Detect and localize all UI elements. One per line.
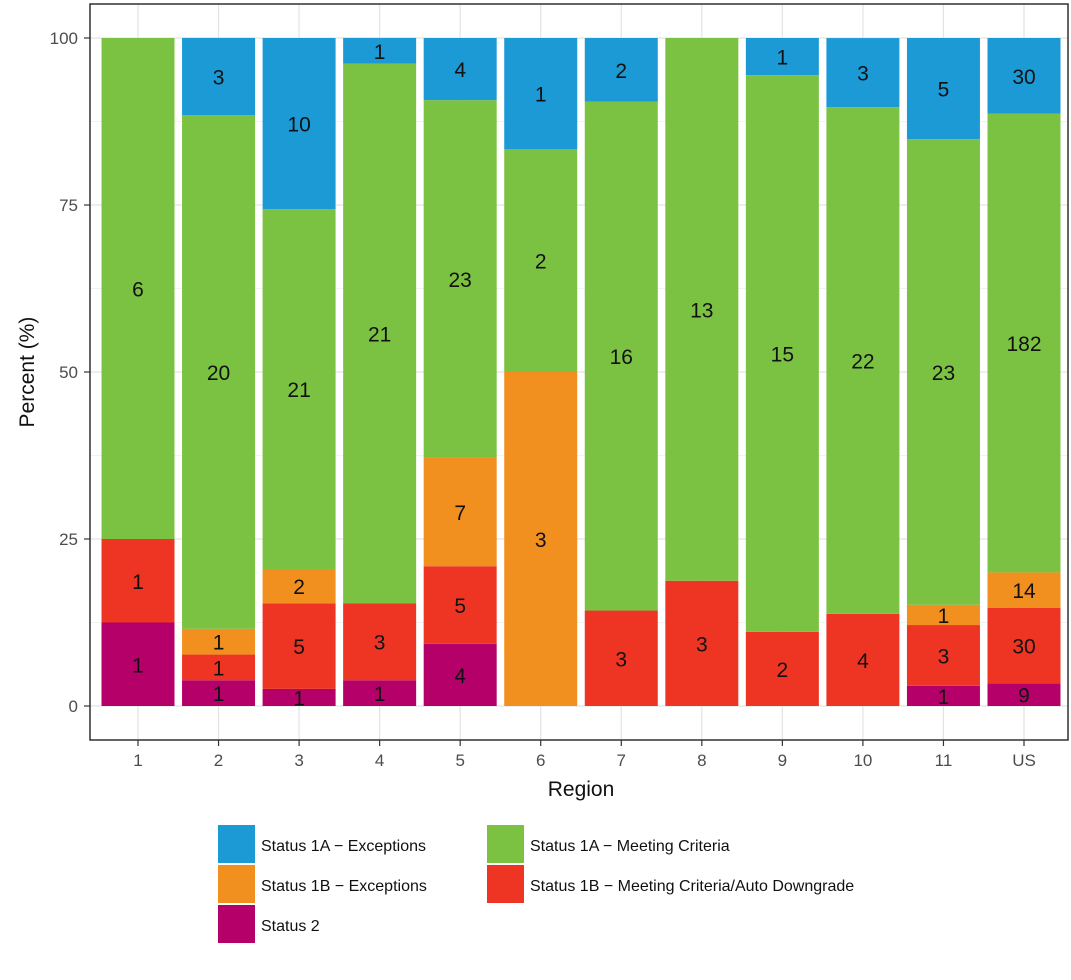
bar-value-label: 1 <box>213 657 225 680</box>
legend-label: Status 2 <box>261 918 320 935</box>
bar-value-label: 1 <box>374 41 386 64</box>
bar-value-label: 20 <box>207 362 230 385</box>
bar-value-label: 3 <box>938 645 950 668</box>
bar-value-label: 1 <box>535 84 547 107</box>
x-axis-title: Region <box>548 778 615 801</box>
bar-value-label: 2 <box>535 251 547 274</box>
bar-value-label: 9 <box>1018 685 1030 708</box>
bar-value-label: 1 <box>132 654 144 677</box>
bar-value-label: 4 <box>857 650 869 673</box>
x-tick-label: 8 <box>697 751 706 770</box>
bar-value-label: 1 <box>213 683 225 706</box>
bar-value-label: 7 <box>454 502 466 525</box>
bar-value-label: 3 <box>696 633 708 656</box>
bar-value-label: 3 <box>615 648 627 671</box>
x-tick-label: 7 <box>617 751 626 770</box>
legend-swatch <box>487 825 524 863</box>
y-tick-label: 25 <box>59 530 78 549</box>
bar-value-label: 16 <box>610 346 633 369</box>
bar-value-label: 1 <box>938 686 950 709</box>
bar-value-label: 3 <box>374 632 386 655</box>
bar-value-label: 4 <box>454 59 466 82</box>
x-tick-label: 4 <box>375 751 384 770</box>
bar-value-label: 5 <box>454 595 466 618</box>
bar-value-label: 22 <box>851 351 874 374</box>
legend-swatch <box>487 865 524 903</box>
x-tick-label: 2 <box>214 751 223 770</box>
legend: Status 1A − Exceptions Status 1A − Meetin… <box>218 825 854 943</box>
bar-value-label: 10 <box>287 114 310 137</box>
legend-item: Status 1A − Meeting Criteria <box>487 825 730 863</box>
x-tick-label: 3 <box>294 751 303 770</box>
bar-value-label: 23 <box>449 269 472 292</box>
bar-value-label: 1 <box>213 632 225 655</box>
legend-swatch <box>218 865 255 903</box>
bar-value-label: 5 <box>938 79 950 102</box>
legend-label: Status 1A − Meeting Criteria <box>530 838 730 855</box>
bar-value-label: 3 <box>213 66 225 89</box>
x-tick-label: 9 <box>778 751 787 770</box>
x-tick-label: 1 <box>133 751 142 770</box>
bar-value-label: 3 <box>535 529 547 552</box>
legend-item: Status 2 <box>218 905 320 943</box>
x-tick-label: 6 <box>536 751 545 770</box>
legend-swatch <box>218 905 255 943</box>
bar-value-label: 1 <box>777 47 789 70</box>
y-tick-label: 50 <box>59 363 78 382</box>
bar-value-label: 5 <box>293 636 305 659</box>
bar-value-label: 1 <box>293 687 305 710</box>
legend-item: Status 1A − Exceptions <box>218 825 426 863</box>
bar-value-label: 30 <box>1012 66 1035 89</box>
legend-label: Status 1B − Exceptions <box>261 878 427 895</box>
legend-swatch <box>218 825 255 863</box>
x-tick-label: US <box>1012 751 1036 770</box>
legend-label: Status 1B − Meeting Criteria/Auto Downgr… <box>530 878 854 895</box>
bar-value-label: 6 <box>132 279 144 302</box>
bar-value-label: 15 <box>771 343 794 366</box>
bar-value-label: 1 <box>374 683 386 706</box>
x-tick-label: 5 <box>455 751 464 770</box>
bar-value-label: 4 <box>454 665 466 688</box>
bar-value-label: 3 <box>857 63 869 86</box>
y-axis-title: Percent (%) <box>16 317 39 428</box>
bar-value-label: 1 <box>938 605 950 628</box>
bar-value-label: 13 <box>690 299 713 322</box>
bar-value-label: 30 <box>1012 635 1035 658</box>
bar-value-label: 21 <box>368 323 391 346</box>
bar-value-label: 2 <box>777 659 789 682</box>
bar-value-label: 23 <box>932 362 955 385</box>
bar-value-label: 14 <box>1012 580 1036 603</box>
legend-item: Status 1B − Meeting Criteria/Auto Downgr… <box>487 865 854 903</box>
x-tick-label: 10 <box>853 751 872 770</box>
bar-value-label: 1 <box>132 571 144 594</box>
y-tick-label: 0 <box>69 697 78 716</box>
x-tick-label: 11 <box>935 751 953 770</box>
legend-label: Status 1A − Exceptions <box>261 838 426 855</box>
bar-value-label: 2 <box>615 60 627 83</box>
bar-value-label: 2 <box>293 576 305 599</box>
bar-value-label: 182 <box>1006 333 1041 356</box>
legend-item: Status 1B − Exceptions <box>218 865 427 903</box>
y-tick-label: 75 <box>59 196 78 215</box>
y-tick-label: 100 <box>50 29 78 48</box>
bar-value-label: 21 <box>287 379 310 402</box>
